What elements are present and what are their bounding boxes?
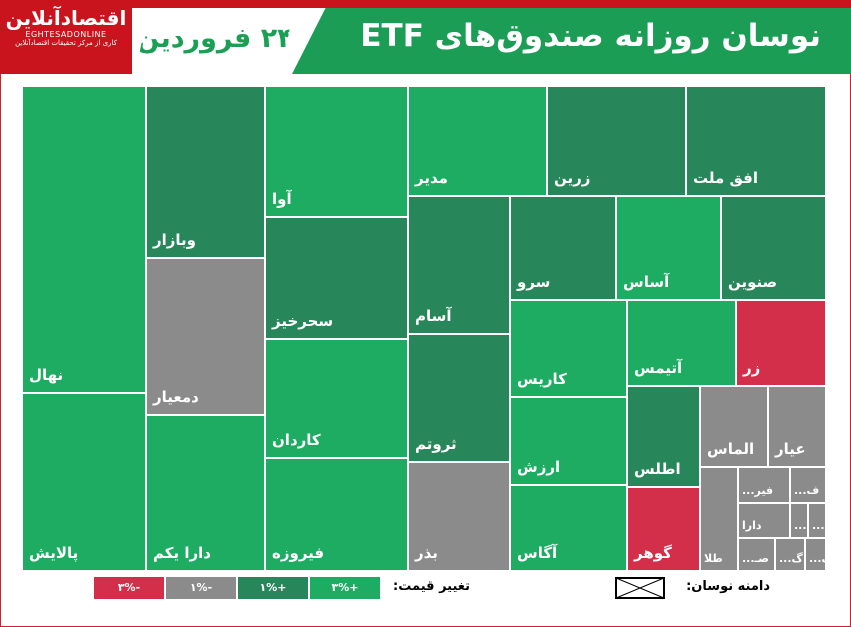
tile-label: ا...	[794, 519, 811, 532]
logo-title: اقتصادآنلاین	[5, 6, 127, 30]
title: نوسان روزانه صندوق‌های ETF	[360, 18, 821, 54]
tile: ا...	[790, 503, 811, 538]
tile: دمعیار	[146, 258, 265, 415]
tile-label: دمعیار	[153, 388, 199, 406]
range-label: دامنه نوسان:	[686, 579, 770, 594]
tile-label: سحرخیز	[272, 312, 334, 330]
tile-label: افق ملت	[693, 169, 758, 187]
title-bar: نوسان روزانه صندوق‌های ETF	[292, 8, 851, 74]
tile: عیار	[768, 386, 826, 467]
tile-label: وبازار	[153, 231, 197, 249]
tile: طلا	[700, 467, 738, 571]
tile-label: طلا	[704, 552, 723, 565]
tile: وبازار	[146, 86, 265, 258]
tile: بذر	[408, 462, 510, 571]
tile: الماس	[700, 386, 768, 467]
tile: ف...	[790, 467, 826, 503]
tile-label: نهال	[29, 366, 64, 384]
tile-label: عیار	[775, 440, 806, 458]
tile-label: ثروتم	[415, 435, 457, 453]
logo: اقتصادآنلاین EGHTESADONLINE کاری از مرکز…	[0, 0, 132, 74]
tile-label: کاریس	[517, 370, 567, 388]
tile-label: زرین	[554, 169, 591, 187]
tile: پالایش	[22, 393, 146, 571]
tile: فیر...	[738, 467, 790, 503]
tile: ب...	[808, 503, 836, 538]
tile: سرو	[510, 196, 616, 300]
logo-latin: EGHTESADONLINE	[25, 30, 107, 39]
logo-subtitle: کاری از مرکز تحقیقات اقتصادآنلاین	[15, 39, 117, 47]
date: ۲۴ فروردین	[136, 8, 294, 70]
tile-label: صـ...	[742, 552, 769, 565]
tile: نهال	[22, 86, 146, 393]
tile: ثروتم	[408, 334, 510, 462]
tile-label: گوهر	[634, 544, 672, 562]
tile: زر	[736, 300, 826, 386]
tile-label: سرو	[517, 273, 551, 291]
legend: دامنه نوسان: تغییر قیمت: +۳% +۱% -۱% -۳%	[90, 575, 770, 603]
tile: مدیر	[408, 86, 547, 196]
tile-label: آتیمس	[634, 359, 683, 377]
legend-step: +۱%	[238, 577, 308, 599]
header-bar	[0, 0, 851, 8]
tile-label: پالایش	[29, 544, 79, 562]
tile-label: فیروزه	[272, 544, 325, 562]
tile: صـ...	[738, 538, 775, 571]
legend-step: -۳%	[94, 577, 164, 599]
tile-label: ف...	[794, 484, 820, 497]
tile: ک...	[805, 538, 833, 571]
tile-label: زر	[743, 359, 761, 377]
tile: گ...	[775, 538, 805, 571]
tile-label: الماس	[707, 440, 755, 458]
tile: افق ملت	[686, 86, 826, 196]
tile-label: ب...	[812, 519, 836, 532]
tile: دارا	[738, 503, 790, 538]
tile-label: دارا یکم	[153, 544, 211, 562]
tile: گوهر	[627, 487, 700, 571]
tile-label: بذر	[415, 544, 438, 562]
tile: کاریس	[510, 300, 627, 397]
tile-label: ارزش	[517, 458, 561, 476]
tile-label: کاردان	[272, 431, 321, 449]
tile: اطلس	[627, 386, 700, 487]
tile-label: دارا	[742, 519, 762, 532]
tile: آسام	[408, 196, 510, 334]
range-icon	[615, 577, 665, 599]
tile: زرین	[547, 86, 686, 196]
tile: آگاس	[510, 485, 627, 571]
tile-label: گ...	[779, 552, 803, 565]
tile-label: آساس	[623, 273, 670, 291]
treemap: نهال پالایش وبازار دمعیار دارا یکم آوا سحرخیز ک…	[22, 86, 836, 571]
tile-label: صنوین	[728, 273, 778, 291]
tile: سحرخیز	[265, 217, 408, 339]
tile: صنوین	[721, 196, 826, 300]
header: اقتصادآنلاین EGHTESADONLINE کاری از مرکز…	[0, 0, 851, 74]
tile: دارا یکم	[146, 415, 265, 571]
tile: ارزش	[510, 397, 627, 485]
tile: آتیمس	[627, 300, 736, 386]
tile-label: آوا	[272, 190, 292, 208]
tile-label: آگاس	[517, 544, 558, 562]
legend-step: +۳%	[310, 577, 380, 599]
tile-label: آسام	[415, 307, 452, 325]
tile: کاردان	[265, 339, 408, 458]
change-label: تغییر قیمت:	[393, 579, 470, 594]
tile-label: اطلس	[634, 460, 681, 478]
tile: فیروزه	[265, 458, 408, 571]
tile: آوا	[265, 86, 408, 217]
tile: آساس	[616, 196, 721, 300]
tile-label: مدیر	[415, 169, 448, 187]
tile-label: ک...	[809, 552, 833, 565]
legend-step: -۱%	[166, 577, 236, 599]
tile-label: فیر...	[742, 484, 774, 497]
